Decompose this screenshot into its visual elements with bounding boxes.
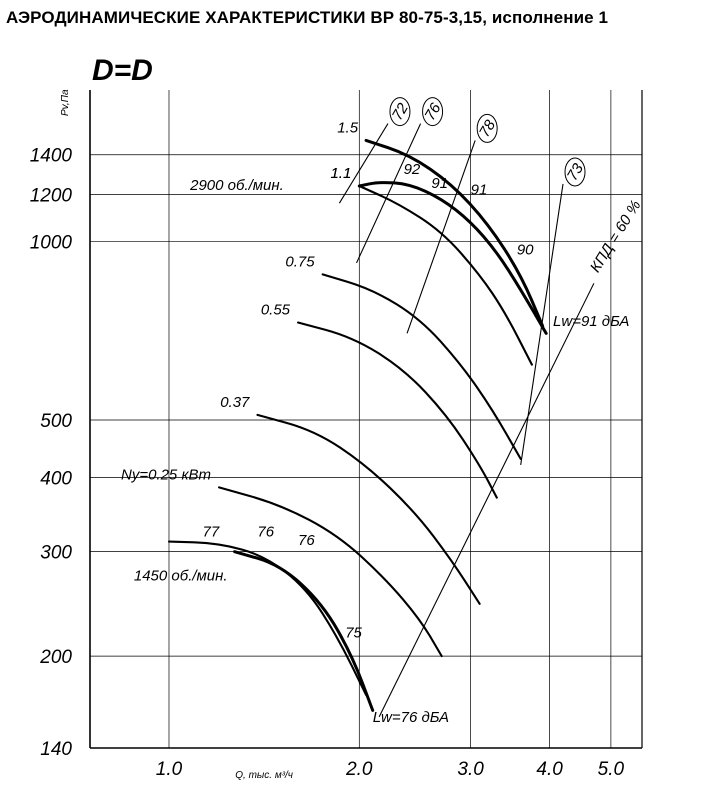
- curves: [167, 138, 548, 712]
- curve-label: Ny=0.25 кВт: [121, 466, 211, 483]
- chart-subtitle: D=D: [92, 54, 153, 87]
- curve-label: 1.5: [337, 119, 359, 136]
- annotation: 92: [404, 161, 421, 178]
- annotation: 91: [471, 181, 488, 198]
- y-axis-label: Pv,Па: [60, 89, 71, 116]
- x-axis-label: Q, тыс. м³/ч: [235, 770, 293, 781]
- annotation: 76: [257, 524, 274, 541]
- efficiency-ray-marker: [476, 113, 498, 143]
- curve-label: 1.1: [330, 165, 351, 182]
- efficiency-ray: [338, 123, 389, 204]
- x-tick-label: 1.0: [156, 759, 183, 780]
- efficiency-ray-marker: [389, 97, 411, 127]
- curve-6: [256, 413, 481, 605]
- efficiency-ray-label: 76: [421, 100, 444, 124]
- efficiency-ray: [356, 123, 422, 264]
- efficiency-ray-label: 72: [389, 100, 412, 124]
- curve-3: [358, 184, 533, 366]
- curve-4: [321, 273, 522, 460]
- annotation: 75: [345, 624, 362, 641]
- x-tick-label: 2.0: [345, 759, 373, 780]
- y-tick-label: 500: [40, 411, 72, 432]
- y-tick-label: 1000: [30, 232, 73, 253]
- y-tick-label: 200: [39, 647, 72, 668]
- y-tick-label: 1400: [30, 146, 73, 167]
- page-title: АЭРОДИНАМИЧЕСКИЕ ХАРАКТЕРИСТИКИ ВР 80-75…: [6, 8, 609, 27]
- curve-label: 0.37: [220, 394, 250, 411]
- x-tick-label: 4.0: [536, 759, 563, 780]
- x-tick-label: 3.0: [457, 759, 484, 780]
- efficiency-ray-marker: [564, 157, 586, 187]
- curve-8: [167, 540, 368, 697]
- x-tick-label: 5.0: [598, 759, 625, 780]
- annotation: Lw=91 дБА: [553, 313, 629, 330]
- curve-1: [364, 138, 545, 328]
- speed-label: 1450 об./мин.: [134, 568, 228, 585]
- y-tick-label: 300: [40, 543, 72, 564]
- efficiency-ray-label: 73: [564, 160, 587, 184]
- annotation: 77: [203, 524, 220, 541]
- annotation: Lw=76 дБА: [373, 709, 449, 726]
- curve-label: 1.1: [330, 165, 351, 182]
- annotation: 91: [431, 175, 448, 192]
- efficiency-ray-label: КПД = 60 %: [587, 197, 645, 275]
- speed-label: 2900 об./мин.: [189, 177, 284, 194]
- y-tick-label: 400: [40, 469, 72, 490]
- y-tick-label: 1200: [30, 185, 73, 206]
- annotation: 76: [298, 532, 315, 549]
- efficiency-ray: [406, 140, 476, 334]
- curve-2: [357, 181, 548, 335]
- axes: [89, 90, 643, 749]
- efficiency-ray-marker: [422, 97, 444, 127]
- efficiency-ray: [378, 283, 595, 718]
- curve-9: [233, 550, 375, 712]
- curve-label: 0.55: [261, 302, 291, 319]
- curve-5: [296, 321, 498, 499]
- ticks: 140 200 300 400 500 1000 1200 1400 1.0 2.0 3.0 4.0 5…: [30, 146, 625, 780]
- y-tick-label: 140: [40, 739, 72, 760]
- curve-7: [217, 486, 443, 658]
- grid: [90, 90, 642, 749]
- curve-label: 0.75: [285, 253, 315, 270]
- efficiency-ray-label: 78: [476, 117, 499, 141]
- annotation: 90: [517, 242, 534, 259]
